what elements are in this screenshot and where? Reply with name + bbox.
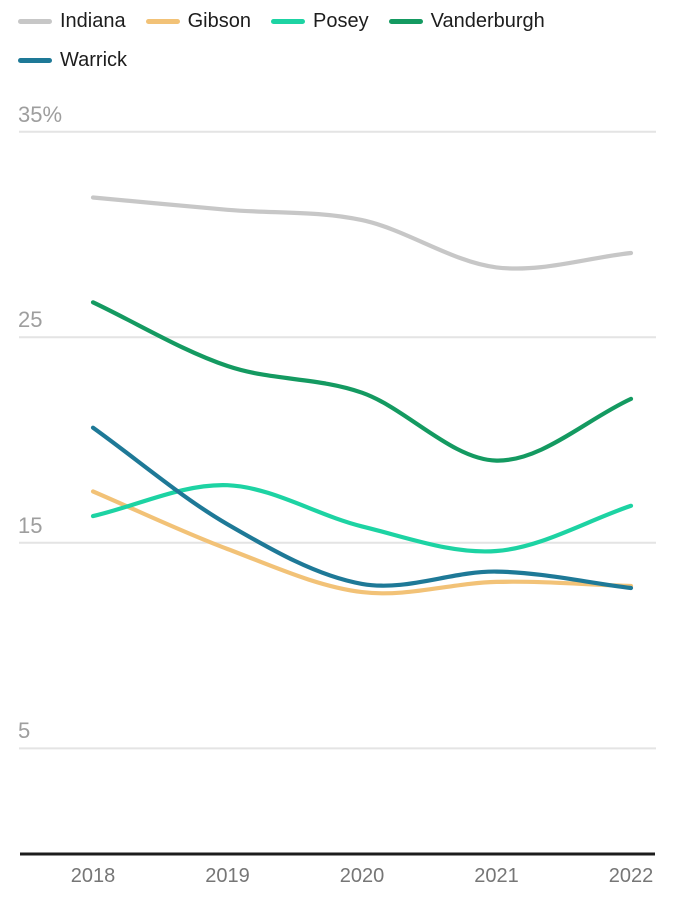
legend-item-warrick[interactable]: Warrick <box>18 48 127 72</box>
series-line-gibson <box>90 489 634 596</box>
legend-label: Warrick <box>60 49 128 71</box>
legend-swatch-icon <box>18 57 52 63</box>
legend-label: Gibson <box>187 10 251 32</box>
y-tick-label: 35% <box>18 101 63 127</box>
series-line-indiana <box>90 195 634 271</box>
legend-item-vanderburgh[interactable]: Vanderburgh <box>388 9 545 33</box>
y-tick-label: 15 <box>18 512 43 538</box>
x-tick-label: 2022 <box>608 865 654 887</box>
x-tick-label: 2018 <box>70 865 116 887</box>
legend-swatch-icon <box>388 18 423 24</box>
series-line-vanderburgh <box>90 300 634 463</box>
x-tick-label: 2021 <box>474 865 519 887</box>
legend-item-posey[interactable]: Posey <box>271 9 369 33</box>
legend-label: Indiana <box>60 10 126 32</box>
legend-swatch-icon <box>18 18 52 24</box>
legend-label: Posey <box>313 10 369 32</box>
legend-label: Vanderburgh <box>430 10 545 32</box>
series-line-warrick <box>90 425 634 591</box>
y-tick-label: 25 <box>18 307 43 333</box>
y-tick-label: 5 <box>18 718 31 744</box>
legend-swatch-icon <box>271 18 305 24</box>
legend-swatch-icon <box>145 18 180 24</box>
x-tick-label: 2020 <box>339 865 385 887</box>
chart-legend: Indiana Gibson Posey Vanderburgh Warrick <box>18 9 618 72</box>
x-tick-label: 2019 <box>205 865 250 887</box>
legend-item-indiana[interactable]: Indiana <box>18 9 126 33</box>
legend-item-gibson[interactable]: Gibson <box>145 9 251 33</box>
series-line-posey <box>90 483 634 554</box>
